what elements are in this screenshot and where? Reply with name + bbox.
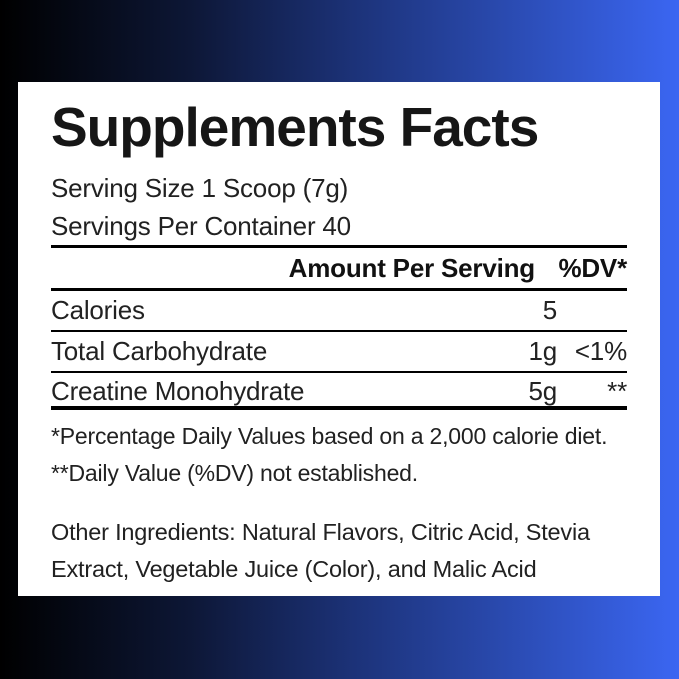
- serving-size-line: Serving Size 1 Scoop (7g): [51, 173, 349, 203]
- supplement-facts-panel: Supplements Facts Serving Size 1 Scoop (…: [18, 82, 660, 596]
- other-ingredients-line-1: Other Ingredients: Natural Flavors, Citr…: [51, 519, 590, 545]
- table-row-total-carbohydrate: Total Carbohydrate 1g <1%: [51, 332, 627, 371]
- row-name: Total Carbohydrate: [51, 336, 268, 366]
- row-name: Calories: [51, 295, 145, 325]
- table-header-row: Amount Per Serving %DV*: [51, 248, 628, 288]
- servings-per-container-line: Servings Per Container 40: [51, 211, 351, 241]
- footnote-daily-values: *Percentage Daily Values based on a 2,00…: [51, 423, 608, 449]
- header-dv-label: %DV*: [558, 253, 627, 283]
- header-amount-per-serving-label: Amount Per Serving: [288, 253, 536, 283]
- row-name: Creatine Monohydrate: [51, 376, 305, 406]
- other-ingredients-block: Other Ingredients: Natural Flavors, Citr…: [51, 514, 627, 588]
- footnotes-block: *Percentage Daily Values based on a 2,00…: [51, 418, 627, 492]
- row-amount: 5g: [528, 376, 557, 406]
- divider-row-1: [51, 330, 627, 332]
- divider-below-header: [51, 288, 627, 291]
- divider-thick-top: [51, 245, 627, 248]
- table-row-creatine-monohydrate: Creatine Monohydrate 5g **: [51, 373, 627, 406]
- row-amount: 5: [542, 295, 557, 325]
- footnote-dv-not-established: **Daily Value (%DV) not established.: [51, 460, 418, 486]
- row-dv: <1%: [574, 336, 627, 366]
- row-dv: **: [607, 376, 627, 406]
- divider-thick-bottom: [51, 406, 627, 410]
- row-amount: 1g: [528, 336, 557, 366]
- panel-title: Supplements Facts: [51, 96, 539, 158]
- table-row-calories: Calories 5: [51, 291, 627, 330]
- other-ingredients-line-2: Extract, Vegetable Juice (Color), and Ma…: [51, 556, 537, 582]
- divider-row-2: [51, 371, 627, 373]
